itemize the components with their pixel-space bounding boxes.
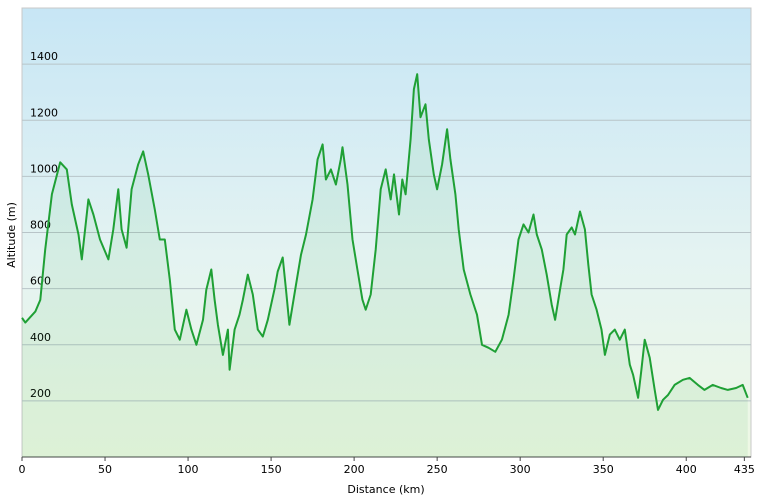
x-tick-label: 300 [510,463,531,476]
y-axis-title: Altitude (m) [5,202,18,268]
x-tick-label: 150 [261,463,282,476]
area-fill [22,74,748,457]
y-tick-label: 600 [30,275,51,288]
y-tick-label: 1400 [30,50,58,63]
profile-line [21,73,749,411]
y-tick-label: 1200 [30,106,58,119]
x-tick-label: 250 [427,463,448,476]
y-tick-label: 200 [30,387,51,400]
y-tick-label: 1000 [30,162,58,175]
y-tick-label: 400 [30,331,51,344]
x-tick-label: 400 [676,463,697,476]
x-tick-label: 435 [734,463,755,476]
x-tick-label: 0 [19,463,26,476]
x-tick-label: 100 [178,463,199,476]
y-tick-label: 800 [30,219,51,232]
x-axis-title: Distance (km) [347,483,424,496]
x-tick-label: 50 [98,463,112,476]
x-tick-label: 200 [344,463,365,476]
x-tick-label: 350 [593,463,614,476]
